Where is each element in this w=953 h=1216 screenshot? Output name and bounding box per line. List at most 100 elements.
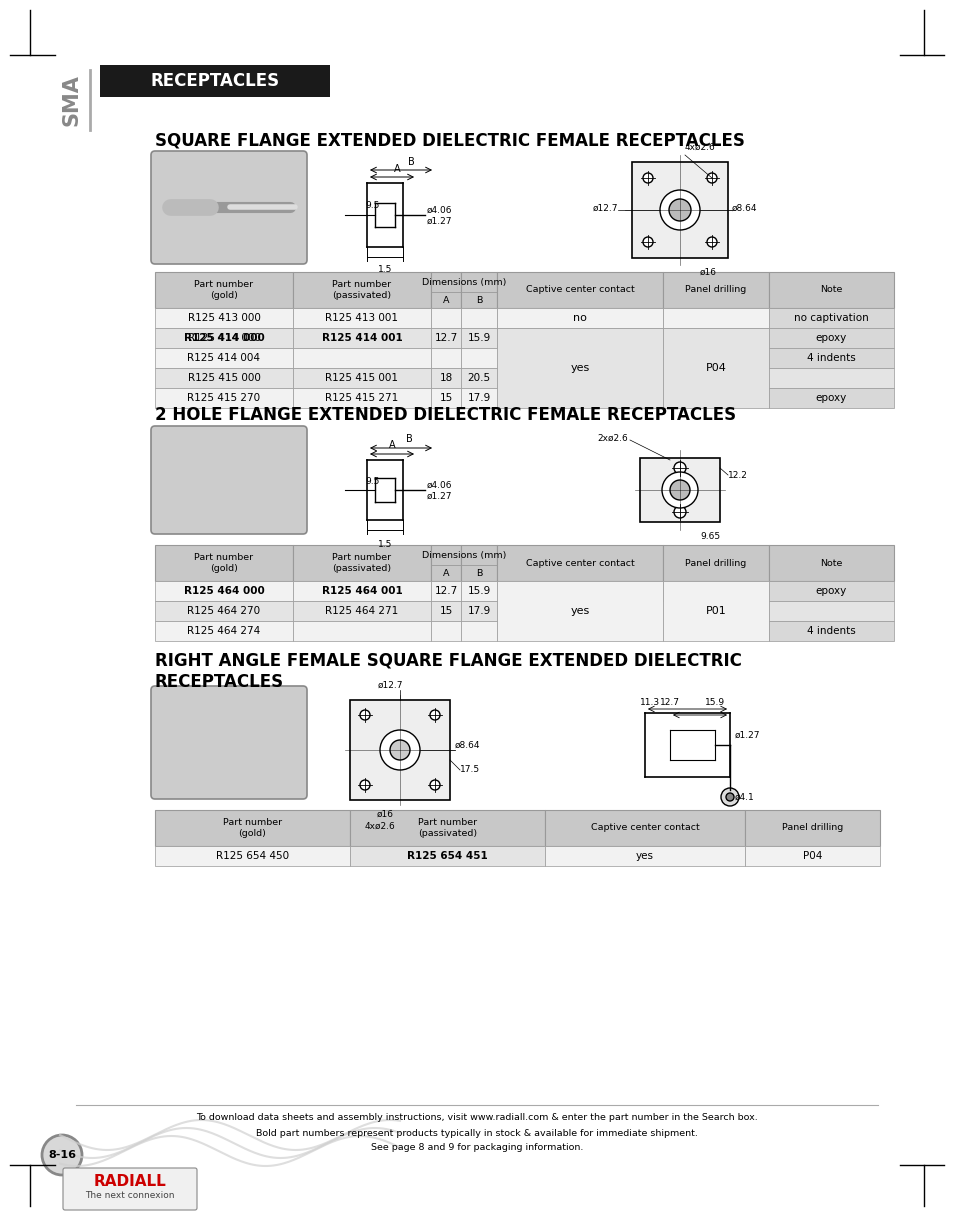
Circle shape <box>661 472 698 508</box>
Text: R125 464 000: R125 464 000 <box>183 586 264 596</box>
Text: 12.7: 12.7 <box>434 586 457 596</box>
Text: P04: P04 <box>705 364 725 373</box>
Circle shape <box>642 237 652 247</box>
Bar <box>293 581 431 601</box>
Bar <box>497 272 662 308</box>
Bar <box>293 328 431 348</box>
Text: 15: 15 <box>439 393 452 402</box>
Bar <box>768 308 893 328</box>
Bar <box>431 581 460 601</box>
Bar <box>154 545 293 581</box>
Bar <box>100 64 330 97</box>
Text: 4 indents: 4 indents <box>806 353 855 364</box>
Text: A: A <box>388 440 395 450</box>
Bar <box>662 545 768 581</box>
Text: 15.9: 15.9 <box>704 698 724 706</box>
Bar <box>768 621 893 641</box>
Text: ø12.7: ø12.7 <box>376 681 402 689</box>
Text: B: B <box>476 569 481 578</box>
FancyBboxPatch shape <box>151 426 307 534</box>
Circle shape <box>668 199 690 221</box>
Text: 4xø2.6: 4xø2.6 <box>684 143 715 152</box>
Text: SQUARE FLANGE EXTENDED DIELECTRIC FEMALE RECEPTACLES: SQUARE FLANGE EXTENDED DIELECTRIC FEMALE… <box>154 131 744 150</box>
Text: 12.7: 12.7 <box>659 698 679 706</box>
Text: See page 8 and 9 for packaging information.: See page 8 and 9 for packaging informati… <box>371 1143 582 1153</box>
Bar <box>460 545 497 581</box>
Text: Part number
(gold): Part number (gold) <box>194 281 253 299</box>
Text: R125 415 271: R125 415 271 <box>325 393 398 402</box>
Text: 15.9: 15.9 <box>467 333 490 343</box>
Text: 2 HOLE FLANGE EXTENDED DIELECTRIC FEMALE RECEPTACLES: 2 HOLE FLANGE EXTENDED DIELECTRIC FEMALE… <box>154 406 736 424</box>
Bar <box>497 545 662 581</box>
Bar <box>768 272 893 308</box>
Text: Part number
(passivated): Part number (passivated) <box>417 818 476 838</box>
Bar <box>431 308 460 328</box>
Text: Panel drilling: Panel drilling <box>781 823 842 833</box>
Text: ø4.06: ø4.06 <box>427 206 452 214</box>
Bar <box>768 545 893 581</box>
Text: ø1.27: ø1.27 <box>734 731 760 739</box>
Bar <box>154 581 293 601</box>
Text: 12.2: 12.2 <box>727 471 747 479</box>
Text: R125 413 000: R125 413 000 <box>188 313 260 323</box>
Bar <box>154 388 293 409</box>
Text: RECEPTACLES: RECEPTACLES <box>154 672 284 691</box>
Text: ø16: ø16 <box>376 810 393 820</box>
Text: yes: yes <box>570 606 589 617</box>
Circle shape <box>359 779 370 790</box>
Text: Bold part numbers represent products typically in stock & available for immediat: Bold part numbers represent products typ… <box>255 1128 698 1137</box>
Text: 11.3: 11.3 <box>639 698 659 706</box>
Bar <box>631 162 727 258</box>
Text: 1.5: 1.5 <box>377 265 392 274</box>
Text: Dimensions (mm): Dimensions (mm) <box>421 551 506 559</box>
Text: ø8.64: ø8.64 <box>455 741 480 749</box>
Bar <box>460 581 497 601</box>
Bar <box>154 368 293 388</box>
Text: A: A <box>442 295 449 304</box>
Bar <box>293 601 431 621</box>
Circle shape <box>390 741 410 760</box>
Bar <box>662 308 768 328</box>
Text: To download data sheets and assembly instructions, visit www.radiall.com & enter: To download data sheets and assembly ins… <box>196 1114 757 1122</box>
Text: R125 654 450: R125 654 450 <box>215 851 289 861</box>
Text: 9.5: 9.5 <box>365 478 379 486</box>
Bar <box>544 846 744 866</box>
Text: SMA: SMA <box>62 74 82 126</box>
Text: Part number
(gold): Part number (gold) <box>223 818 282 838</box>
Text: R125 415 001: R125 415 001 <box>325 373 398 383</box>
Text: Note: Note <box>820 558 841 568</box>
Bar <box>350 700 450 800</box>
Text: 15.9: 15.9 <box>467 586 490 596</box>
Circle shape <box>725 793 733 801</box>
Text: Part number
(passivated): Part number (passivated) <box>332 281 391 299</box>
Bar <box>350 810 544 846</box>
Text: R125 464 274: R125 464 274 <box>187 626 260 636</box>
Circle shape <box>642 173 652 182</box>
Circle shape <box>720 788 739 806</box>
Bar <box>662 328 768 409</box>
Text: epoxy: epoxy <box>815 393 846 402</box>
Bar <box>350 846 544 866</box>
Text: 9.5: 9.5 <box>365 201 379 209</box>
Text: P01: P01 <box>705 606 725 617</box>
Bar <box>154 846 350 866</box>
Text: no captivation: no captivation <box>793 313 868 323</box>
Bar <box>431 621 460 641</box>
Bar <box>768 601 893 621</box>
Circle shape <box>669 480 689 500</box>
Bar <box>662 308 768 328</box>
Circle shape <box>359 710 370 720</box>
Text: epoxy: epoxy <box>815 586 846 596</box>
Bar <box>497 581 662 641</box>
Bar <box>293 272 431 308</box>
Text: Part number
(gold): Part number (gold) <box>194 553 253 573</box>
Text: 17.9: 17.9 <box>467 606 490 617</box>
Text: P04: P04 <box>802 851 821 861</box>
Text: yes: yes <box>636 851 654 861</box>
Text: 9.65: 9.65 <box>700 533 720 541</box>
Bar <box>544 810 744 846</box>
Bar <box>154 272 293 308</box>
Bar <box>662 328 768 348</box>
Text: yes: yes <box>570 364 589 373</box>
Circle shape <box>430 779 439 790</box>
